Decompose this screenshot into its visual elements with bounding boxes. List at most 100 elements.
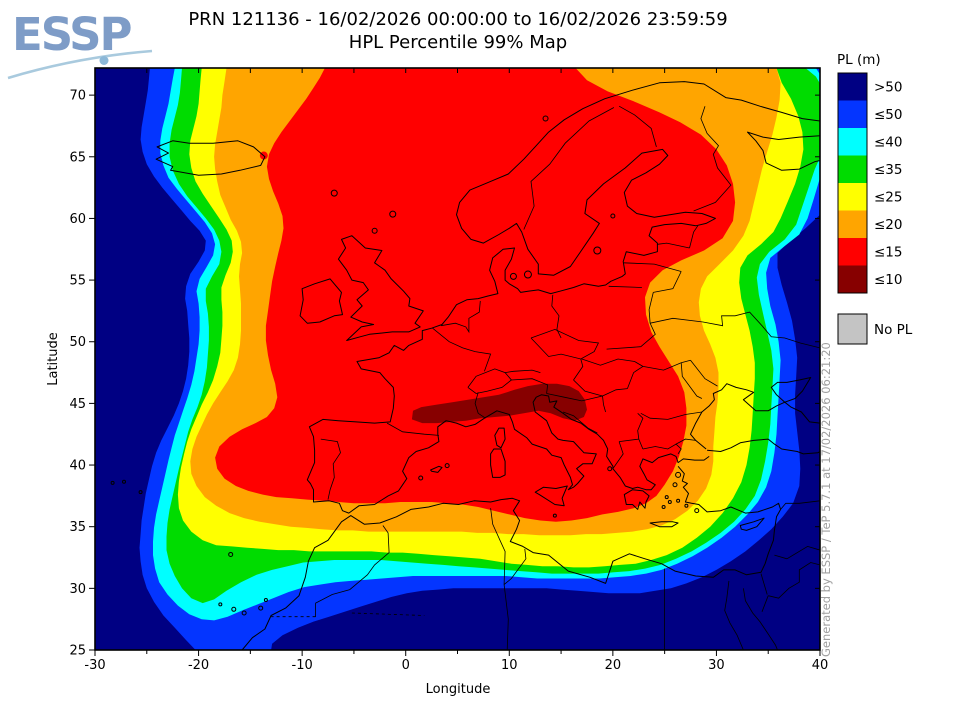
country-border — [581, 358, 644, 367]
country-border — [320, 438, 341, 500]
country-border — [503, 584, 509, 650]
x-tick-label: 10 — [501, 658, 518, 673]
x-tick-label: 30 — [708, 658, 725, 673]
islet-speck — [523, 270, 532, 279]
country-border — [523, 107, 615, 230]
islet-speck — [593, 246, 602, 255]
legend-label: ≤35 — [874, 162, 903, 178]
country-border — [768, 562, 820, 599]
coastline-great-britain — [337, 235, 424, 341]
coastline-turkey-africa — [241, 465, 782, 650]
country-border — [386, 422, 439, 436]
country-border — [619, 438, 639, 442]
legend-label: ≤40 — [874, 135, 903, 151]
country-border — [642, 443, 682, 455]
country-border — [693, 106, 732, 212]
country-border — [637, 413, 644, 450]
islet-speck — [330, 189, 338, 197]
country-border — [573, 379, 603, 397]
islet-speck — [664, 495, 669, 500]
country-border — [440, 300, 481, 334]
essp-logo: ESSP — [7, 8, 153, 80]
islet-speck — [667, 500, 672, 505]
country-border — [573, 358, 584, 381]
legend-swatch-4 — [838, 155, 867, 183]
map-area — [95, 68, 820, 650]
country-border — [680, 362, 703, 399]
islet-speck — [241, 610, 247, 616]
country-border — [315, 525, 390, 617]
country-border — [780, 500, 820, 510]
islet-speck — [389, 210, 397, 218]
islet-speck — [228, 551, 234, 557]
legend-swatch-6 — [838, 210, 867, 238]
legend-label: ≤10 — [874, 272, 903, 288]
islet-speck — [418, 475, 424, 481]
country-border — [432, 327, 492, 372]
country-border — [690, 359, 718, 387]
coastline-black-sea-south — [707, 438, 820, 455]
islet-speck — [122, 479, 126, 484]
y-tick-label: 25 — [69, 644, 86, 659]
country-border — [724, 580, 744, 650]
logo-swoosh-arc — [7, 49, 153, 80]
islet-speck — [110, 480, 115, 485]
x-tick-label: 0 — [402, 658, 410, 673]
country-border — [675, 438, 696, 445]
country-border — [623, 262, 682, 272]
legend-swatch-7 — [838, 238, 867, 266]
contour-region-pl-le10 — [411, 383, 587, 424]
x-tick-label: -30 — [84, 658, 105, 673]
country-border — [743, 588, 778, 650]
legend-swatch-no-pl — [837, 313, 868, 345]
islet-speck — [542, 115, 549, 122]
legend-label: ≤20 — [874, 217, 903, 233]
country-border — [530, 328, 600, 360]
x-axis-label: Longitude — [426, 682, 491, 697]
y-tick-label: 40 — [69, 459, 86, 474]
country-border — [505, 369, 541, 373]
islet-speck — [263, 598, 268, 603]
x-tick-label: -10 — [292, 658, 313, 673]
islet-speck — [676, 498, 681, 503]
country-border — [760, 573, 768, 595]
country-border — [774, 545, 820, 560]
country-border — [351, 612, 425, 616]
coastline-sicily — [534, 485, 568, 507]
legend-swatch-8 — [838, 265, 867, 293]
legend-label-no-pl: No PL — [874, 322, 913, 338]
legend-label: ≤25 — [874, 190, 903, 206]
islet-speck — [231, 606, 237, 612]
coastline-black-sea-north — [690, 383, 820, 450]
y-tick-label: 50 — [69, 335, 86, 350]
y-tick-label: 70 — [69, 89, 86, 104]
y-tick-label: 65 — [69, 150, 86, 165]
coastline-white-sea — [747, 131, 820, 171]
legend-swatch-5 — [838, 183, 867, 211]
y-tick-label: 60 — [69, 212, 86, 227]
country-border — [627, 366, 644, 389]
coastline-sardinia — [490, 448, 506, 478]
legend-title: PL (m) — [837, 52, 881, 68]
legend-label: >50 — [874, 80, 903, 96]
islet-speck — [509, 272, 517, 280]
logo-swoosh-dot — [99, 56, 109, 65]
coastline-crete — [649, 521, 679, 528]
coastline-iceland — [155, 140, 266, 176]
islet-speck — [684, 503, 689, 508]
islet-speck — [661, 504, 666, 509]
country-border — [761, 595, 769, 612]
islet-speck — [444, 463, 450, 469]
contour-region-pl-le15 — [215, 68, 736, 522]
country-border — [653, 271, 682, 293]
coastline-ireland — [299, 278, 343, 324]
islet-speck — [672, 482, 678, 488]
islet-speck — [371, 227, 378, 234]
legend-colorbar-frame — [837, 72, 868, 294]
islet-speck — [675, 471, 682, 478]
country-border — [657, 242, 690, 249]
y-tick-label: 30 — [69, 582, 86, 597]
country-border — [640, 411, 702, 420]
